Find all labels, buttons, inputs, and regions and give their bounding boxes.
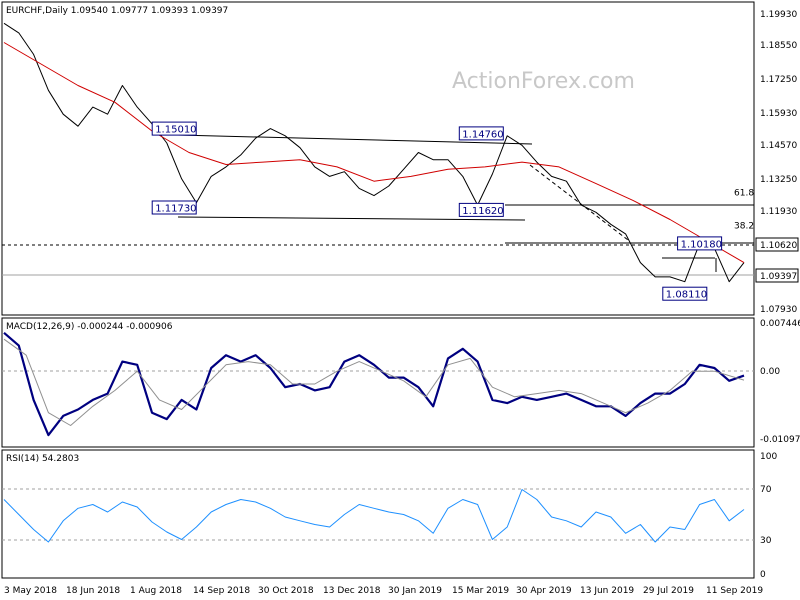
price-y-tick: 1.11930 [760,207,797,217]
x-tick: 13 Dec 2018 [323,586,381,596]
macd-header: MACD(12,26,9) -0.000244 -0.000906 [6,322,173,332]
x-tick: 11 Sep 2019 [706,586,763,596]
x-tick: 14 Sep 2018 [193,586,250,596]
x-tick: 13 Jun 2019 [580,586,634,596]
highlight-level-label: 1.10620 [760,241,797,251]
rsi-y-tick: 30 [760,536,772,546]
price-label-box [677,236,723,251]
price-panel-frame [1,1,755,316]
price-y-tick: 1.13250 [760,175,797,185]
price-y-tick: 1.15930 [760,109,797,119]
x-tick: 18 Jun 2018 [66,586,120,596]
price-header: EURCHF,Daily 1.09540 1.09777 1.09393 1.0… [6,6,228,16]
x-tick-labels: 3 May 2018 18 Jun 2018 1 Aug 2018 14 Sep 20… [4,586,763,596]
rsi-y-tick: 0 [760,570,766,580]
price-y-tick: 1.17250 [760,75,797,85]
macd-y-tick: 0.00 [760,367,780,377]
macd-series [3,331,745,437]
channel-bottom-line [177,216,526,221]
current-price-box [755,268,799,283]
fib-label: 38.2 [734,221,754,231]
watermark: ActionForex.com [452,69,635,94]
price-labels: 1.15010 1.14760 1.11730 1.11620 1.10180 1.081… [151,121,754,301]
macd-y-tick: -0.010974 [760,435,800,445]
price-label: 1.14760 [462,129,503,140]
rsi-series [3,489,745,543]
current-price-label: 1.09397 [760,272,797,282]
rsi-y-tick: 100 [760,452,777,462]
series-macd [3,331,745,437]
x-tick: 30 Apr 2019 [516,586,572,596]
rsi-panel-frame [1,449,755,579]
rsi-y-tick: 70 [760,485,772,495]
x-tick: 15 Mar 2019 [452,586,509,596]
price-label: 1.11730 [155,204,196,215]
series-signal [3,338,745,426]
price-label-box [458,126,504,141]
price-label: 1.15010 [155,125,196,136]
series-rsi [3,489,745,543]
price-y-tick: 1.19930 [760,10,797,20]
fib-label: 61.8 [734,189,754,199]
price-series [3,22,745,283]
x-tick: 30 Oct 2018 [258,586,314,596]
channel-top-line [177,134,533,145]
x-tick: 30 Jan 2019 [388,586,442,596]
price-y-tick: 1.14570 [760,141,797,151]
x-tick: 3 May 2018 [4,586,57,596]
price-label-box [151,121,197,136]
price-label: 1.11620 [462,206,503,217]
macd-panel-frame [1,317,755,448]
x-tick: 29 Jul 2019 [643,586,694,596]
price-label-box [662,286,708,301]
y-tick-labels: 1.19930 1.18550 1.17250 1.15930 1.14570 1.132… [760,10,800,580]
price-label-box [458,202,504,217]
macd-y-tick: 0.007446 [760,319,800,329]
price-label-box [151,200,197,215]
rsi-header: RSI(14) 54.2803 [6,454,79,464]
series-sma [3,42,745,264]
series-price [3,22,745,283]
price-y-tick: 1.18550 [760,41,797,51]
price-label: 1.08110 [666,290,707,301]
price-label: 1.10180 [681,239,722,250]
level-box [755,237,799,252]
x-tick: 1 Aug 2018 [130,586,182,596]
price-y-tick: 1.07930 [760,305,797,315]
